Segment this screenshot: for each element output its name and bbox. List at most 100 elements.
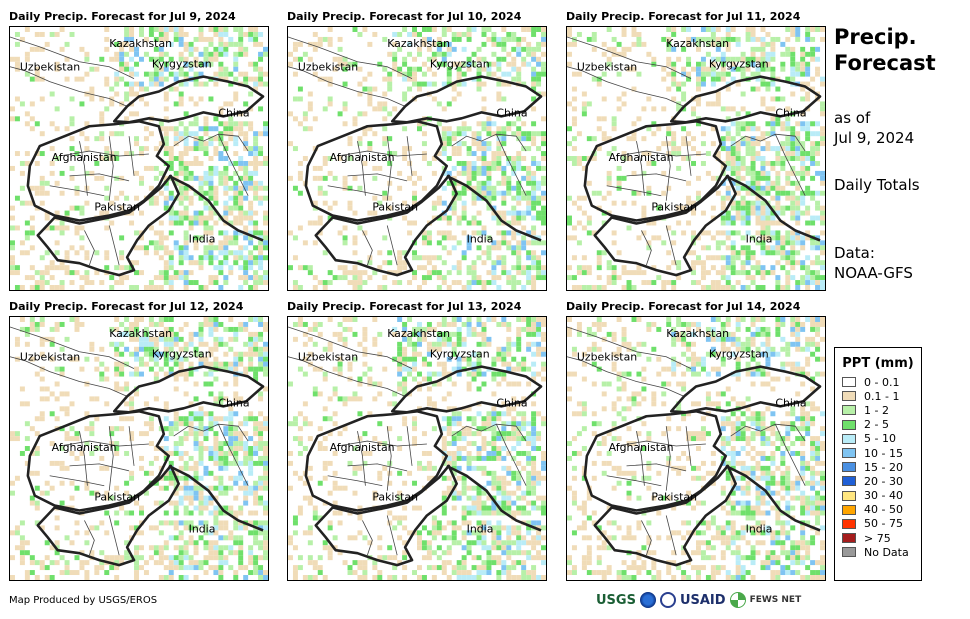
precip-cell: [173, 510, 179, 516]
precip-cell: [367, 141, 373, 147]
precip-cell: [223, 455, 229, 461]
precip-cell: [307, 351, 313, 357]
precip-cell: [790, 51, 796, 57]
precip-cell: [785, 27, 791, 32]
precip-cell: [183, 41, 189, 47]
precip-cell: [317, 76, 323, 82]
precip-cell: [253, 376, 259, 382]
precip-cell: [218, 396, 224, 402]
precip-cell: [481, 520, 487, 526]
precip-cell: [461, 321, 467, 327]
precip-cell: [114, 381, 120, 387]
precip-cell: [248, 455, 254, 461]
precip-cell: [208, 51, 214, 57]
precip-cell: [134, 136, 139, 142]
precip-cell: [750, 175, 756, 181]
precip-cell: [39, 76, 45, 82]
precip-cell: [178, 250, 184, 256]
precip-cell: [59, 460, 65, 466]
precip-cell: [476, 371, 482, 377]
precip-cell: [526, 210, 532, 216]
precip-cell: [198, 185, 204, 191]
precip-cell: [382, 366, 388, 372]
precip-cell: [775, 146, 781, 152]
precip-cell: [99, 175, 105, 181]
precip-cell: [790, 240, 796, 246]
precip-cell: [441, 341, 447, 347]
precip-cell: [461, 61, 467, 67]
precip-cell: [54, 540, 60, 546]
precip-cell: [426, 230, 432, 236]
precip-cell: [208, 260, 214, 266]
precip-cell: [347, 156, 353, 161]
precip-cell: [253, 245, 259, 251]
precip-cell: [392, 326, 398, 332]
precip-cell: [725, 136, 731, 142]
precip-cell: [74, 317, 80, 322]
precip-cell: [531, 351, 537, 357]
precip-cell: [705, 151, 711, 157]
precip-cell: [139, 336, 144, 342]
precip-cell: [49, 356, 55, 362]
precip-cell: [451, 431, 457, 437]
precip-cell: [49, 91, 55, 97]
precip-cell: [54, 126, 60, 132]
precip-cell: [99, 550, 105, 556]
precip-cell: [805, 36, 811, 42]
precip-cell: [228, 505, 234, 511]
precip-cell: [785, 275, 791, 281]
precip-cell: [567, 27, 572, 32]
precip-cell: [686, 36, 692, 42]
precip-cell: [64, 535, 70, 541]
precip-cell: [238, 36, 244, 42]
precip-cell: [491, 421, 497, 427]
precip-cell: [436, 321, 442, 327]
precip-cell: [531, 455, 537, 461]
precip-cell: [10, 270, 15, 276]
precip-cell: [253, 460, 259, 466]
precip-cell: [213, 455, 219, 461]
precip-cell: [601, 195, 607, 201]
precip-cell: [511, 185, 517, 191]
precip-cell: [421, 156, 427, 161]
precip-cell: [148, 441, 154, 447]
precip-cell: [297, 86, 303, 92]
precip-cell: [99, 116, 105, 122]
precip-cell: [253, 146, 259, 152]
precip-cell: [586, 285, 592, 290]
precip-cell: [243, 500, 249, 506]
precip-cell: [357, 530, 363, 536]
precip-cell: [183, 575, 189, 580]
precip-cell: [158, 270, 164, 276]
precip-cell: [387, 51, 393, 57]
precip-cell: [253, 490, 259, 496]
precip-cell: [671, 76, 677, 82]
precip-cell: [238, 41, 244, 47]
precip-cell: [820, 275, 825, 281]
precip-cell: [307, 220, 313, 226]
precip-cell: [193, 160, 199, 166]
precip-cell: [228, 126, 234, 132]
admin-boundary: [496, 134, 527, 196]
precip-cell: [243, 275, 249, 281]
precip-cell: [208, 426, 214, 432]
precip-cell: [143, 470, 149, 476]
precip-cell: [243, 265, 249, 271]
precip-cell: [720, 205, 726, 211]
precip-cell: [436, 121, 442, 127]
precip-cell: [183, 160, 189, 166]
precip-cell: [586, 215, 592, 221]
precip-cell: [168, 41, 174, 47]
precip-cell: [426, 56, 432, 62]
precip-cell: [567, 265, 572, 271]
precip-cell: [248, 160, 254, 166]
precip-cell: [163, 426, 169, 432]
precip-cell: [606, 280, 612, 286]
precip-cell: [377, 470, 383, 476]
precip-cell: [795, 210, 801, 216]
precip-cell: [526, 455, 532, 461]
precip-cell: [39, 565, 45, 571]
precip-cell: [377, 421, 383, 427]
precip-cell: [124, 96, 130, 102]
precip-cell: [567, 156, 572, 161]
